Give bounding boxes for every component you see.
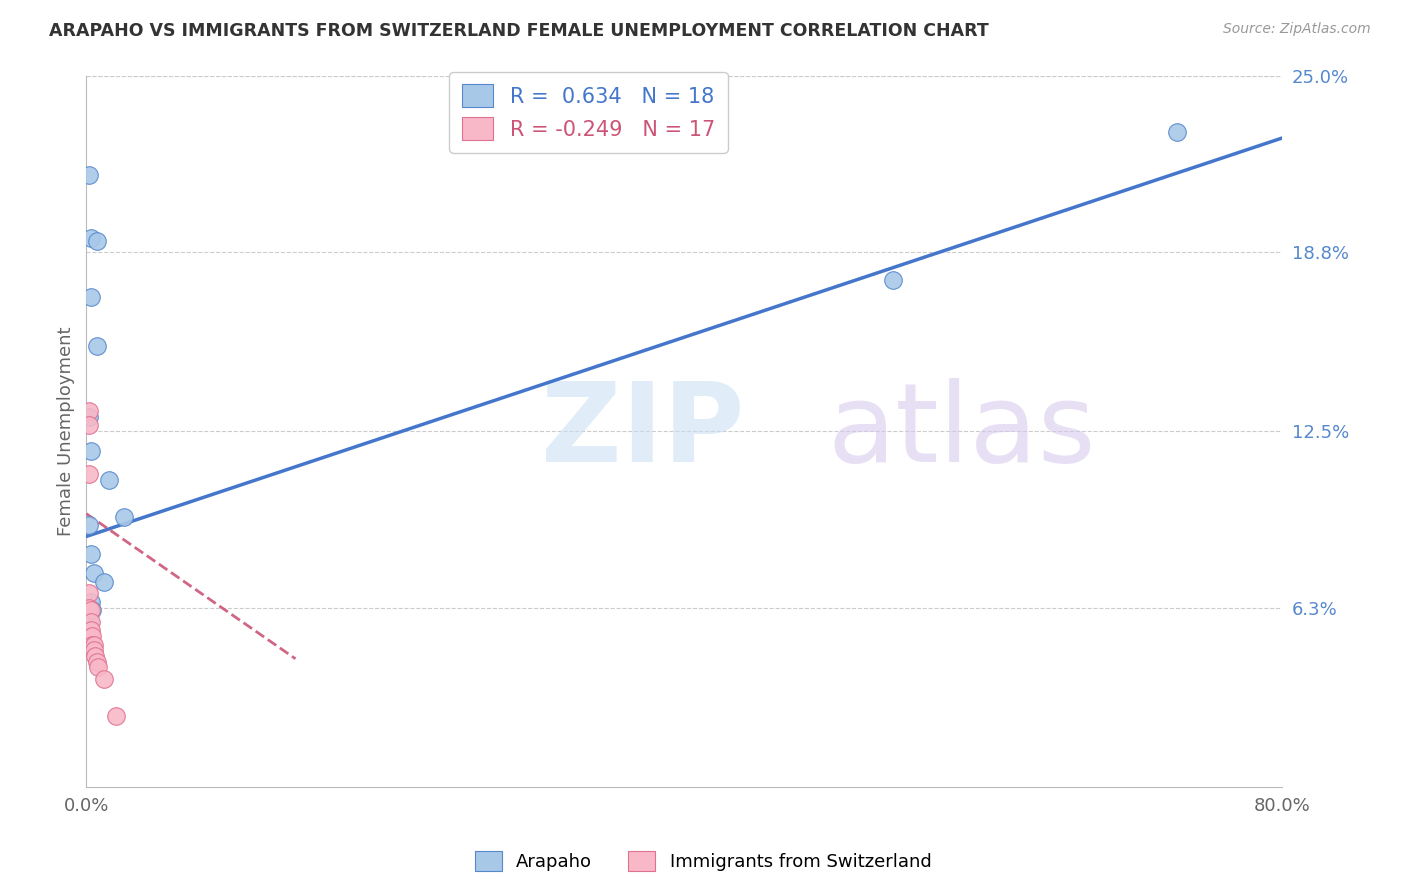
Point — [84, 648, 107, 663]
Point — [80, 290, 103, 304]
Text: ZIP: ZIP — [540, 377, 744, 484]
Point — [80, 624, 103, 638]
Point — [77, 467, 100, 481]
Point — [77, 600, 100, 615]
Legend: R =  0.634   N = 18, R = -0.249   N = 17: R = 0.634 N = 18, R = -0.249 N = 17 — [450, 71, 727, 153]
Point — [93, 672, 115, 686]
Point — [77, 409, 100, 424]
Point — [86, 339, 108, 353]
Point — [97, 473, 120, 487]
Text: atlas: atlas — [828, 377, 1097, 484]
Point — [1166, 125, 1188, 139]
Point — [77, 518, 100, 533]
Point — [77, 168, 100, 182]
Point — [82, 638, 104, 652]
Point — [86, 655, 108, 669]
Point — [77, 404, 100, 418]
Point — [82, 603, 104, 617]
Text: ARAPAHO VS IMMIGRANTS FROM SWITZERLAND FEMALE UNEMPLOYMENT CORRELATION CHART: ARAPAHO VS IMMIGRANTS FROM SWITZERLAND F… — [49, 22, 988, 40]
Point — [77, 615, 100, 629]
Point — [882, 273, 904, 287]
Text: Source: ZipAtlas.com: Source: ZipAtlas.com — [1223, 22, 1371, 37]
Point — [87, 660, 110, 674]
Point — [80, 615, 103, 629]
Point — [80, 444, 103, 458]
Point — [112, 509, 135, 524]
Point — [77, 418, 100, 433]
Point — [83, 643, 105, 657]
Point — [80, 595, 103, 609]
Point — [80, 547, 103, 561]
Point — [80, 230, 103, 244]
Point — [105, 708, 128, 723]
Point — [86, 234, 108, 248]
Point — [83, 566, 105, 581]
Point — [82, 629, 104, 643]
Y-axis label: Female Unemployment: Female Unemployment — [58, 326, 75, 536]
Point — [93, 574, 115, 589]
Point — [83, 638, 105, 652]
Point — [77, 586, 100, 600]
Legend: Arapaho, Immigrants from Switzerland: Arapaho, Immigrants from Switzerland — [467, 844, 939, 879]
Point — [80, 603, 103, 617]
